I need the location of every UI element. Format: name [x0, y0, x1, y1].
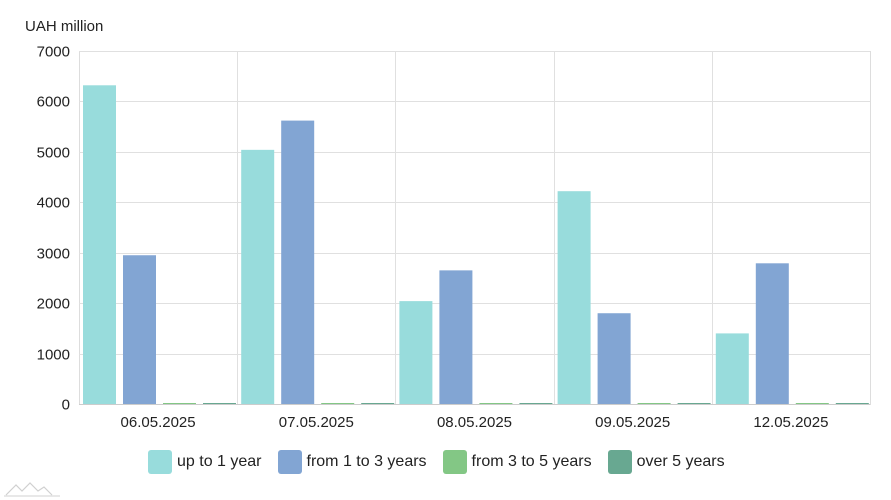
bar[interactable]: [83, 85, 116, 404]
bar[interactable]: [715, 333, 749, 404]
y-tick-label: 2000: [37, 296, 70, 313]
y-tick-label: 6000: [37, 94, 70, 111]
y-tick-label: 4000: [37, 195, 70, 212]
y-tick-label: 5000: [37, 145, 70, 162]
bar[interactable]: [321, 403, 355, 404]
bar[interactable]: [241, 149, 275, 404]
legend-label: from 1 to 3 years: [306, 453, 427, 470]
bar[interactable]: [281, 120, 315, 404]
brand-mountains-icon: [4, 482, 60, 497]
bar[interactable]: [755, 263, 789, 404]
y-tick-label: 7000: [37, 44, 70, 61]
bar[interactable]: [203, 403, 236, 404]
legend-label: over 5 years: [636, 453, 725, 470]
legend-swatch: [277, 450, 302, 474]
plot-area: [79, 51, 871, 405]
bar[interactable]: [519, 403, 553, 404]
y-tick-label: 1000: [37, 347, 70, 364]
legend-label: up to 1 year: [177, 453, 262, 470]
x-tick-label: 08.05.2025: [437, 414, 512, 431]
legend-label: from 3 to 5 years: [471, 453, 592, 470]
x-tick-label: 06.05.2025: [121, 414, 196, 431]
bar[interactable]: [479, 403, 513, 404]
legend-item[interactable]: over 5 years: [607, 450, 725, 474]
legend-item[interactable]: from 1 to 3 years: [277, 450, 427, 474]
bar[interactable]: [597, 313, 631, 404]
x-tick-label: 09.05.2025: [595, 414, 670, 431]
bar[interactable]: [637, 403, 671, 404]
bar[interactable]: [399, 301, 433, 404]
bar[interactable]: [361, 403, 395, 404]
legend-item[interactable]: up to 1 year: [148, 450, 262, 474]
y-tick-label: 3000: [37, 246, 70, 263]
bar[interactable]: [439, 270, 473, 404]
legend-item[interactable]: from 3 to 5 years: [442, 450, 592, 474]
bar[interactable]: [795, 403, 829, 404]
bar[interactable]: [557, 191, 591, 404]
bar[interactable]: [835, 403, 869, 404]
bar[interactable]: [123, 255, 156, 404]
legend-swatch: [442, 450, 467, 474]
x-tick-label: 07.05.2025: [279, 414, 354, 431]
x-tick-label: 12.05.2025: [753, 414, 828, 431]
bar[interactable]: [677, 403, 711, 404]
y-axis-unit-label: UAH million: [25, 18, 104, 35]
legend: up to 1 year from 1 to 3 years from 3 to 5…: [148, 450, 741, 474]
bar[interactable]: [163, 403, 196, 404]
legend-swatch: [607, 450, 632, 474]
legend-swatch: [148, 450, 172, 474]
y-tick-label: 0: [62, 397, 70, 414]
